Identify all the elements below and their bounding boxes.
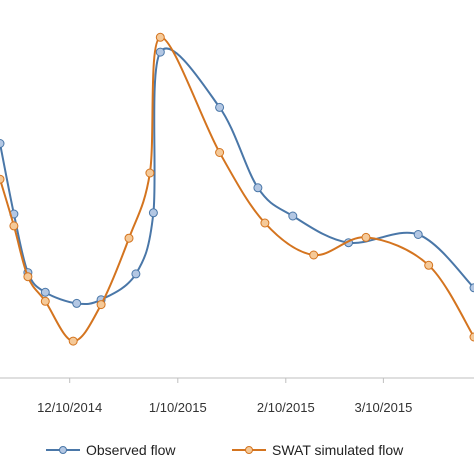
data-point (155, 47, 165, 57)
legend-swatch-marker (245, 446, 253, 454)
data-point (72, 298, 82, 308)
data-point (131, 269, 141, 279)
data-point (361, 232, 371, 242)
data-point (0, 174, 5, 184)
legend-label: SWAT simulated flow (272, 442, 404, 458)
data-point (40, 287, 50, 297)
data-point (260, 218, 270, 228)
data-point (253, 183, 263, 193)
series-line (0, 47, 474, 306)
series-line (0, 36, 474, 343)
data-point (23, 272, 33, 282)
legend-item-simulated: SWAT simulated flow (232, 442, 404, 458)
data-point (40, 296, 50, 306)
data-point (469, 332, 474, 342)
data-point (215, 102, 225, 112)
data-point (124, 233, 134, 243)
x-tick-label: 3/10/2015 (354, 400, 412, 415)
data-point (215, 148, 225, 157)
data-point (68, 336, 78, 346)
data-point (0, 139, 5, 148)
legend-item-observed: Observed flow (46, 442, 176, 458)
data-point (155, 32, 165, 42)
series-observed (0, 47, 474, 308)
data-point (145, 168, 155, 178)
series-simulated (0, 32, 474, 346)
data-point (288, 211, 298, 221)
x-tick-label: 12/10/2014 (37, 400, 102, 415)
legend-swatch-marker (59, 446, 67, 454)
data-point (309, 250, 319, 260)
data-point (469, 283, 474, 293)
x-tick-label: 2/10/2015 (257, 400, 315, 415)
data-point (424, 260, 434, 270)
legend-label: Observed flow (86, 442, 176, 458)
x-ticks: 12/10/2014 1/10/2015 2/10/2015 3/10/2015 (37, 378, 412, 415)
x-tick-label: 1/10/2015 (149, 400, 207, 415)
legend: Observed flow SWAT simulated flow (46, 442, 404, 458)
series-layer (0, 32, 474, 346)
data-point (96, 300, 106, 310)
data-point (148, 208, 158, 218)
data-point (9, 221, 19, 231)
data-point (413, 230, 423, 239)
